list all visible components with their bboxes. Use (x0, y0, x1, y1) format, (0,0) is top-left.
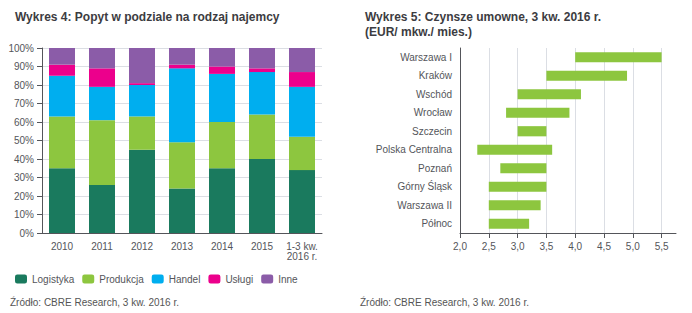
svg-text:50%: 50% (14, 135, 34, 146)
svg-text:70%: 70% (14, 98, 34, 109)
svg-text:80%: 80% (14, 80, 34, 91)
svg-text:5,5: 5,5 (655, 241, 669, 252)
svg-text:0%: 0% (20, 228, 35, 239)
svg-text:2011: 2011 (91, 241, 113, 252)
svg-text:Północ: Północ (421, 218, 452, 229)
svg-text:Kraków: Kraków (419, 70, 453, 81)
svg-text:2,5: 2,5 (482, 241, 496, 252)
svg-text:20%: 20% (14, 191, 34, 202)
svg-text:Źródło: CBRE Research, 3 kw. 2: Źródło: CBRE Research, 3 kw. 2016 r. (10, 296, 179, 308)
svg-text:10%: 10% (14, 209, 34, 220)
svg-text:3,0: 3,0 (511, 241, 525, 252)
svg-text:Handel: Handel (169, 274, 201, 285)
svg-text:40%: 40% (14, 154, 34, 165)
svg-text:Wrocław: Wrocław (414, 107, 453, 118)
svg-text:4,5: 4,5 (597, 241, 611, 252)
svg-text:4,0: 4,0 (568, 241, 582, 252)
svg-text:30%: 30% (14, 172, 34, 183)
svg-text:100%: 100% (8, 43, 34, 54)
svg-text:2013: 2013 (171, 241, 194, 252)
svg-text:Szczecin: Szczecin (412, 126, 452, 137)
svg-text:Warszawa II: Warszawa II (397, 200, 452, 211)
svg-text:Wykres 4: Popyt w podziale na: Wykres 4: Popyt w podziale na rodzaj naj… (15, 10, 280, 24)
svg-text:2010: 2010 (51, 241, 74, 252)
svg-text:5,0: 5,0 (626, 241, 640, 252)
svg-text:Usługi: Usługi (225, 274, 253, 285)
svg-text:Warszawa I: Warszawa I (400, 52, 452, 63)
svg-text:1-3 kw.: 1-3 kw. (286, 240, 318, 252)
svg-text:(EUR/ mkw./ mies.): (EUR/ mkw./ mies.) (365, 25, 472, 39)
svg-text:Górny Śląsk: Górny Śląsk (398, 180, 453, 192)
svg-text:2015: 2015 (251, 241, 274, 252)
svg-text:2014: 2014 (211, 241, 234, 252)
svg-text:2016 r.: 2016 r. (287, 251, 318, 262)
svg-text:3,5: 3,5 (539, 241, 553, 252)
svg-text:2,0: 2,0 (453, 241, 467, 252)
svg-text:Polska Centralna: Polska Centralna (376, 144, 453, 155)
svg-text:Logistyka: Logistyka (32, 274, 75, 285)
svg-text:Wykres 5: Czynsze umowne, 3 kw: Wykres 5: Czynsze umowne, 3 kw. 2016 r. (365, 10, 601, 24)
svg-text:Poznań: Poznań (418, 163, 452, 174)
svg-text:2012: 2012 (131, 241, 154, 252)
svg-text:Inne: Inne (278, 274, 298, 285)
svg-text:Produkcja: Produkcja (99, 274, 144, 285)
svg-text:60%: 60% (14, 117, 34, 128)
svg-text:Źródło: CBRE Research, 3 kw. 2: Źródło: CBRE Research, 3 kw. 2016 r. (360, 296, 529, 308)
svg-text:90%: 90% (14, 61, 34, 72)
svg-text:Wschód: Wschód (416, 89, 452, 100)
